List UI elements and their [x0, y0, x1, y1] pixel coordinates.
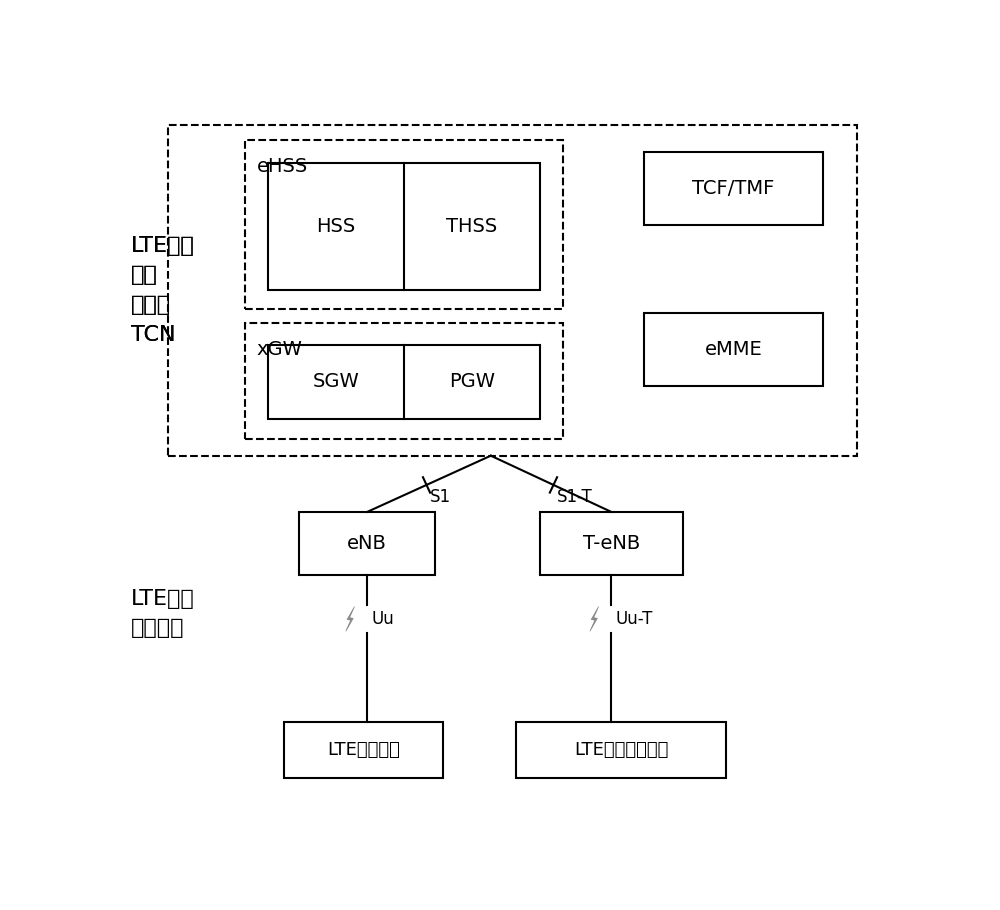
Bar: [268, 345, 540, 419]
Text: eHSS: eHSS: [257, 157, 308, 176]
Bar: [245, 140, 563, 309]
Text: T-eNB: T-eNB: [583, 534, 640, 553]
Text: LTE宽带集群终端: LTE宽带集群终端: [574, 741, 668, 759]
Bar: [168, 125, 857, 456]
Text: HSS: HSS: [317, 217, 356, 236]
Text: S1-T: S1-T: [557, 488, 592, 506]
Text: S1: S1: [430, 488, 451, 506]
Text: LTE宽带
集群
核心网
TCN: LTE宽带 集群 核心网 TCN: [131, 236, 195, 345]
Text: TCF/TMF: TCF/TMF: [692, 178, 775, 197]
Text: Uu: Uu: [372, 610, 395, 628]
Bar: [644, 152, 822, 225]
Text: SGW: SGW: [313, 372, 360, 391]
Text: THSS: THSS: [446, 217, 497, 236]
Polygon shape: [346, 607, 354, 632]
Bar: [299, 512, 435, 575]
Bar: [245, 323, 563, 439]
Polygon shape: [590, 607, 599, 632]
Text: LTE宽带
集群基站: LTE宽带 集群基站: [131, 589, 195, 638]
Text: eNB: eNB: [347, 534, 387, 553]
Text: LTE数据终端: LTE数据终端: [327, 741, 400, 759]
Text: eMME: eMME: [704, 340, 762, 359]
Bar: [516, 723, 726, 777]
Text: LTE宽带
集群
核心网
TCN: LTE宽带 集群 核心网 TCN: [131, 236, 195, 345]
Bar: [644, 313, 822, 387]
Text: Uu-T: Uu-T: [616, 610, 653, 628]
Bar: [540, 512, 683, 575]
Text: PGW: PGW: [449, 372, 495, 391]
Text: xGW: xGW: [257, 340, 303, 359]
Bar: [268, 163, 540, 290]
Bar: [284, 723, 443, 777]
